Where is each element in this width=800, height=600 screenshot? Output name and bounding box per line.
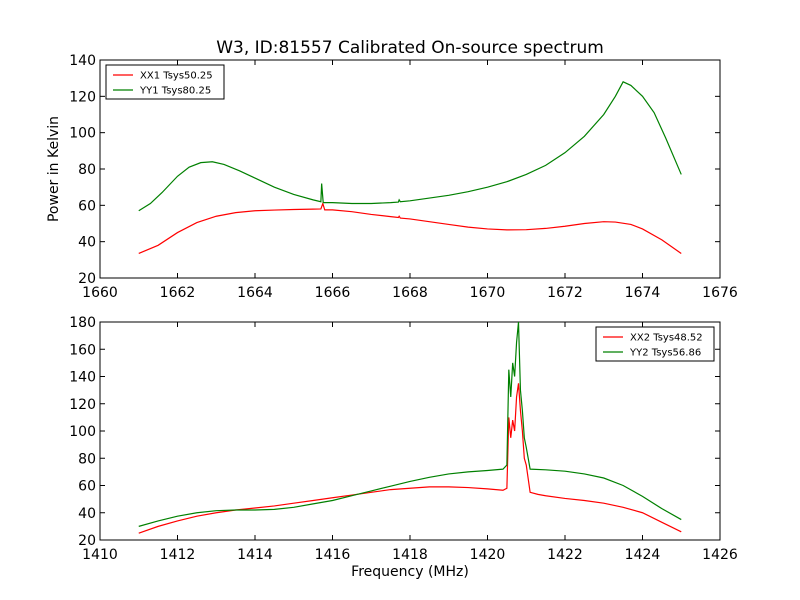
series-line-yy (138, 322, 682, 527)
x-tick-label: 1664 (237, 285, 273, 301)
legend-entry: XX1 Tsys50.25 (140, 71, 213, 82)
series-line-yy (138, 81, 682, 212)
x-tick-label: 1412 (160, 547, 196, 563)
x-tick-label: 1674 (625, 285, 661, 301)
x-tick-label: 1414 (237, 547, 273, 563)
x-tick-label: 1666 (315, 285, 351, 301)
y-tick-label: 80 (78, 162, 96, 178)
legend-entry: YY2 Tsys56.86 (629, 348, 701, 359)
y-tick-label: 100 (69, 424, 96, 440)
chart-title: W3, ID:81557 Calibrated On-source spectr… (216, 38, 604, 58)
legend: XX1 Tsys50.25 YY1 Tsys80.25 (105, 64, 225, 100)
y-tick-label: 80 (78, 451, 96, 467)
y-tick-label: 60 (78, 198, 96, 214)
y-tick-label: 20 (78, 271, 96, 287)
legend-box (595, 326, 715, 362)
x-tick-label: 1410 (82, 547, 118, 563)
x-tick-label: 1676 (702, 285, 738, 301)
x-tick-label: 1418 (392, 547, 428, 563)
x-tick-label: 1422 (547, 547, 583, 563)
y-tick-label: 180 (69, 315, 96, 331)
series-line-xx (138, 383, 682, 534)
x-tick-label: 1426 (702, 547, 738, 563)
top-panel: 1660 1662 1664 1666 1668 1670 1672 1674 1676 20 40… (46, 53, 738, 301)
y-tick-label: 60 (78, 479, 96, 495)
x-tick-label: 1662 (160, 285, 196, 301)
y-tick-label: 140 (69, 53, 96, 69)
series-line-xx (138, 201, 682, 255)
y-tick-label: 40 (78, 506, 96, 522)
y-axis-label: Power in Kelvin (46, 116, 62, 222)
y-tick-label: 120 (69, 89, 96, 105)
legend-entry: XX2 Tsys48.52 (630, 333, 703, 344)
y-tick-label: 160 (69, 342, 96, 358)
x-tick-label: 1672 (547, 285, 583, 301)
legend-entry: YY1 Tsys80.25 (139, 86, 211, 97)
x-tick-label: 1424 (625, 547, 661, 563)
legend-box (105, 64, 225, 100)
y-tick-label: 40 (78, 235, 96, 251)
x-tick-label: 1416 (315, 547, 351, 563)
x-tick-label: 1670 (470, 285, 506, 301)
y-tick-label: 20 (78, 533, 96, 549)
x-tick-label: 1660 (82, 285, 118, 301)
legend: XX2 Tsys48.52 YY2 Tsys56.86 (595, 326, 715, 362)
y-tick-label: 120 (69, 397, 96, 413)
y-tick-label: 140 (69, 370, 96, 386)
bottom-panel: 1410 1412 1414 1416 1418 1420 1422 1424 1426 20 40… (69, 315, 738, 580)
x-tick-label: 1420 (470, 547, 506, 563)
x-tick-label: 1668 (392, 285, 428, 301)
x-axis-label: Frequency (MHz) (351, 564, 469, 580)
y-tick-label: 100 (69, 126, 96, 142)
